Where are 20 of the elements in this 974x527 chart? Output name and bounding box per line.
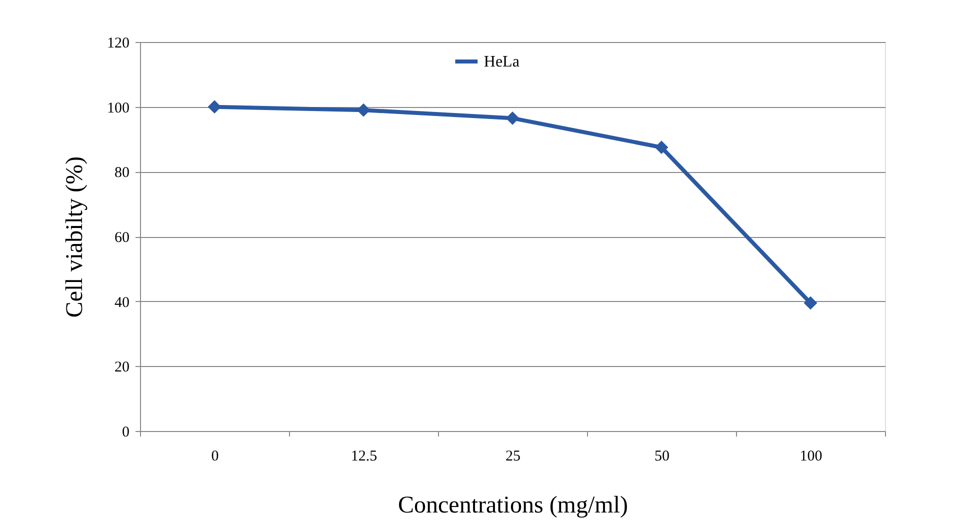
point [506, 111, 520, 125]
point [804, 296, 818, 310]
x-tick-label: 25 [506, 448, 520, 464]
x-axis-title: Concentrations (mg/ml) [398, 492, 628, 518]
x-tick-label: 50 [654, 448, 670, 464]
point [654, 140, 668, 154]
y-tick-label: 100 [107, 100, 130, 116]
y-tick-label: 40 [114, 294, 130, 311]
x-tick-label: 100 [800, 448, 822, 464]
y-tick-label: 80 [114, 165, 130, 182]
x-tick-label: 12.5 [350, 448, 378, 464]
legend-label: HeLa [484, 54, 520, 70]
y-tick-label: 20 [114, 360, 130, 376]
point [356, 103, 370, 117]
y-tick-label: 0 [122, 424, 130, 440]
x-tick-label: 0 [211, 448, 219, 464]
y-axis-title: Cell viabilty (%) [62, 156, 88, 318]
y-tick-label: 120 [107, 36, 130, 52]
y-tick-label: 60 [114, 230, 130, 246]
point [208, 100, 222, 114]
